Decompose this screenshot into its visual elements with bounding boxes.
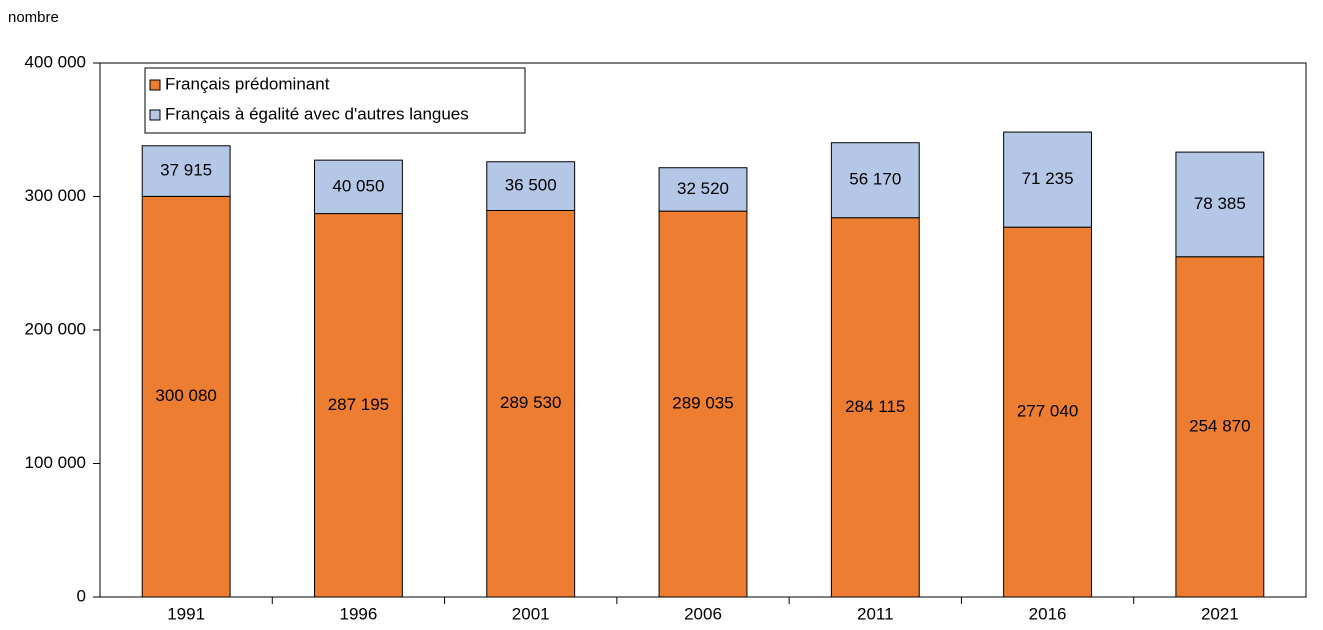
x-tick-label: 2001 — [512, 604, 550, 623]
data-label: 37 915 — [160, 161, 212, 180]
bar-segment — [486, 209, 576, 598]
legend-label: Français prédominant — [165, 74, 330, 93]
bar-segment — [313, 159, 403, 215]
y-axis-label: nombre — [8, 9, 59, 26]
bar-segment — [141, 195, 231, 598]
data-label: 287 195 — [328, 395, 389, 414]
data-label: 284 115 — [845, 397, 905, 416]
bar-segment — [830, 217, 920, 598]
x-tick-label: 2021 — [1201, 604, 1239, 623]
data-label: 71 235 — [1022, 169, 1074, 188]
legend-label: Français à égalité avec d'autres langues — [165, 104, 469, 123]
x-tick-label: 2016 — [1029, 604, 1067, 623]
bar-segment — [658, 167, 748, 212]
bar-segment — [1175, 256, 1265, 598]
y-tick-label: 100 000 — [25, 453, 86, 472]
data-label: 32 520 — [677, 179, 729, 198]
x-tick-label: 2006 — [684, 604, 722, 623]
bar-segment — [486, 161, 576, 211]
bar-segment — [313, 213, 403, 598]
y-tick-label: 400 000 — [25, 52, 86, 71]
y-tick-label: 200 000 — [25, 319, 86, 338]
legend-swatch — [149, 109, 161, 121]
data-label: 254 870 — [1189, 416, 1250, 435]
bar-segment — [141, 145, 231, 197]
data-label: 56 170 — [849, 170, 901, 189]
bar-segment — [1175, 151, 1265, 258]
data-label: 289 035 — [672, 394, 733, 413]
x-tick-label: 2011 — [857, 604, 894, 623]
x-tick-label: 1991 — [167, 604, 205, 623]
data-label: 40 050 — [332, 176, 384, 195]
data-label: 277 040 — [1017, 402, 1078, 421]
y-tick-label: 300 000 — [25, 186, 86, 205]
data-label: 36 500 — [505, 176, 557, 195]
plot-frame — [99, 62, 1307, 598]
legend-box — [144, 67, 526, 134]
data-label: 78 385 — [1194, 194, 1246, 213]
legend-swatch — [149, 79, 161, 91]
data-label: 300 080 — [155, 386, 216, 405]
bar-segment — [1003, 131, 1093, 228]
x-tick-label: 1996 — [340, 604, 378, 623]
bar-segment — [830, 142, 920, 219]
y-tick-label: 0 — [77, 586, 86, 605]
data-label: 289 530 — [500, 393, 561, 412]
bar-segment — [1003, 226, 1093, 598]
